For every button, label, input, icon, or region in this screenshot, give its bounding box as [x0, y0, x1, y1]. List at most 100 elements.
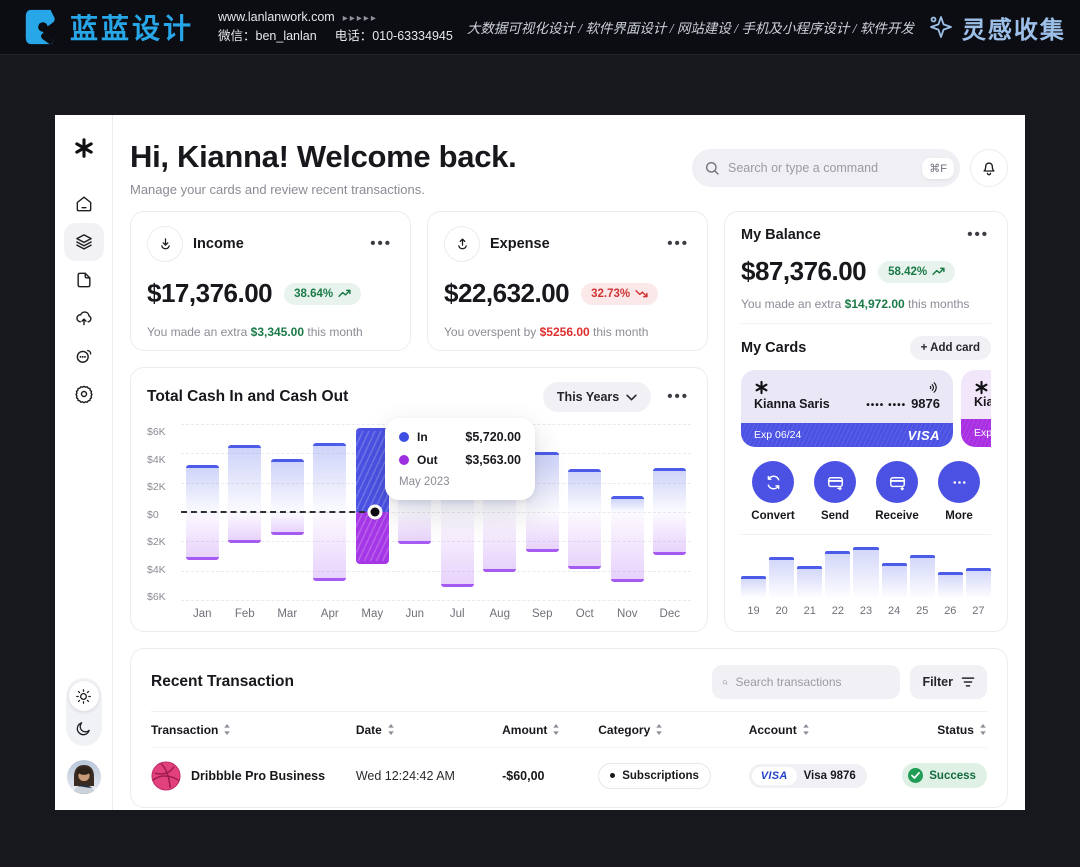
in-bar-Mar: [270, 459, 304, 512]
my-cards-label: My Cards: [741, 340, 807, 356]
sort-icon: [980, 724, 986, 735]
dark-mode-button[interactable]: [69, 713, 99, 743]
balance-more-menu[interactable]: •••: [967, 226, 989, 243]
transaction-name: Dribbble Pro Business: [191, 768, 326, 783]
column-date[interactable]: Date: [356, 723, 502, 737]
chart-column-Mar[interactable]: [266, 424, 309, 600]
chart-column-Nov[interactable]: [606, 424, 649, 600]
gridline: [181, 541, 691, 543]
column-amount[interactable]: Amount: [502, 723, 598, 737]
y-tick-label: $6K: [147, 426, 166, 438]
x-tick-label: Jun: [405, 608, 425, 620]
bank-card-primary[interactable]: Kianna Saris •••• •••• 9876 Exp 06/24 VIS…: [741, 370, 953, 447]
send-card-icon: [827, 476, 843, 490]
check-icon: [908, 768, 924, 783]
chart-column-Apr[interactable]: [309, 424, 352, 600]
sidebar-item-settings[interactable]: [64, 375, 104, 413]
chart-y-axis: $6K $4K $2K $0 $2K $4K $6K: [147, 424, 181, 604]
filter-button[interactable]: Filter: [910, 665, 987, 699]
chart-column-Sep[interactable]: [521, 424, 564, 600]
income-note: You made an extra $3,345.00 this month: [147, 325, 363, 339]
transactions-title: Recent Transaction: [151, 673, 294, 690]
sidebar-item-home[interactable]: [64, 185, 104, 223]
income-card: Income ••• $17,376.00 38.64% You made: [130, 211, 411, 351]
user-avatar[interactable]: [66, 760, 101, 794]
in-bar-Dec: [653, 468, 687, 512]
income-download-icon: [147, 226, 183, 262]
chart-column-Feb[interactable]: [224, 424, 267, 600]
card-brand-asterisk-icon: [755, 380, 768, 395]
income-more-menu[interactable]: •••: [370, 235, 392, 252]
transactions-table-header: Transaction Date Amount Category Account…: [151, 711, 987, 747]
visa-logo: VISA: [751, 766, 797, 785]
sort-icon: [656, 724, 662, 735]
out-bar-Mar: [270, 512, 304, 536]
category-dot: [610, 773, 616, 778]
expense-more-menu[interactable]: •••: [667, 235, 689, 252]
column-transaction[interactable]: Transaction: [151, 723, 356, 737]
transactions-search-input[interactable]: [735, 675, 891, 689]
y-tick-label: $6K: [147, 591, 166, 604]
expense-note: You overspent by $5256.00 this month: [444, 325, 649, 339]
light-mode-button[interactable]: [68, 681, 99, 711]
add-card-button[interactable]: + Add card: [909, 336, 991, 360]
chart-column-Jan[interactable]: [181, 424, 224, 600]
chart-column-Dec[interactable]: [649, 424, 692, 600]
chart-period-dropdown[interactable]: This Years: [542, 382, 652, 412]
chart-column-Oct[interactable]: [564, 424, 607, 600]
filter-icon: [961, 677, 975, 687]
income-change-badge: 38.64%: [284, 282, 362, 305]
out-bar-May: [355, 512, 389, 565]
column-status[interactable]: Status: [912, 723, 987, 737]
tooltip-date: May 2023: [399, 476, 450, 488]
transactions-search[interactable]: [712, 665, 901, 699]
chart-column-May[interactable]: [351, 424, 394, 600]
out-bar-Nov: [610, 512, 644, 583]
transaction-amount: -$60,00: [502, 768, 545, 783]
column-category[interactable]: Category: [598, 723, 748, 737]
sidebar-item-layers[interactable]: [63, 223, 104, 261]
trend-down-icon: [635, 290, 648, 298]
x-tick-label: Dec: [659, 608, 680, 620]
gridline: [181, 600, 691, 601]
mini-bar-25: [909, 555, 935, 597]
mini-bar-label: 21: [803, 605, 816, 617]
transaction-row[interactable]: Dribbble Pro Business Wed 12:24:42 AM -$…: [151, 747, 987, 803]
card-brand-asterisk-icon: [975, 380, 988, 395]
global-search-input[interactable]: [728, 161, 923, 175]
mini-bar-label: 19: [747, 605, 760, 617]
mini-bar-21: [797, 565, 823, 597]
notifications-button[interactable]: [970, 149, 1008, 187]
column-account[interactable]: Account: [749, 723, 912, 737]
sun-icon: [76, 688, 91, 704]
trend-up-icon: [338, 289, 351, 297]
page-subtitle: Manage your cards and review recent tran…: [130, 182, 425, 197]
card-last4: 9876: [911, 396, 940, 411]
sort-icon: [802, 724, 809, 735]
cards-carousel: Kianna Saris •••• •••• 9876 Exp 06/24 VIS…: [741, 370, 991, 447]
lanlan-logo-icon: [22, 8, 60, 46]
mini-bar-19: [741, 576, 767, 597]
out-bar-Aug: [483, 512, 517, 573]
convert-button[interactable]: Convert: [747, 461, 799, 522]
expense-card: Expense ••• $22,632.00 32.73% You over: [427, 211, 708, 351]
sidebar-item-documents[interactable]: [64, 261, 104, 299]
global-search[interactable]: ⌘F: [692, 149, 960, 187]
send-button[interactable]: Send: [809, 461, 861, 522]
sidebar-item-messages[interactable]: [64, 337, 104, 375]
sidebar-item-cloud-upload[interactable]: [64, 299, 104, 337]
income-amount: $17,376.00: [147, 278, 273, 308]
home-icon: [76, 196, 91, 212]
mini-bar-20: [769, 557, 795, 597]
bank-card-secondary[interactable]: Kianna Exp 06/2: [961, 370, 991, 447]
out-bar-Dec: [653, 512, 687, 555]
trend-up-icon: [932, 267, 945, 275]
banner-site: www.lanlanwork.com: [218, 9, 335, 24]
chart-more-menu[interactable]: •••: [667, 388, 689, 405]
card-holder-name: Kianna: [974, 395, 991, 409]
more-actions-button[interactable]: More: [933, 461, 985, 522]
in-bar-Nov: [610, 495, 644, 512]
receive-button[interactable]: Receive: [871, 461, 923, 522]
y-tick-label: $2K: [147, 536, 166, 549]
status-badge: Success: [902, 763, 987, 788]
